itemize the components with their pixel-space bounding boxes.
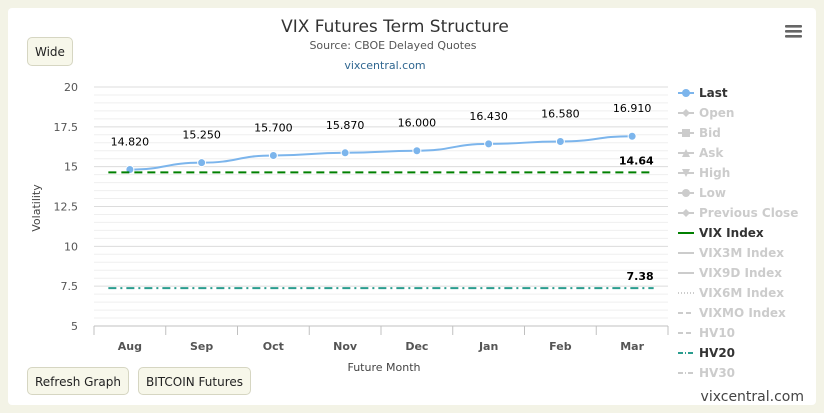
legend-item-hv20[interactable]: HV20 (678, 346, 735, 360)
legend-item-vix9d-index[interactable]: VIX9D Index (678, 266, 782, 280)
legend-label: High (699, 166, 730, 180)
legend-label: HV10 (699, 326, 735, 340)
y-tick-label: 10 (64, 240, 78, 253)
legend: Last Open Bid Ask High Low Previous Close VIX I… (678, 86, 798, 380)
y-tick-label: 17.5 (54, 121, 79, 134)
bitcoin-futures-button[interactable]: BITCOIN Futures (138, 367, 252, 395)
legend-triangle-icon (682, 149, 690, 157)
data-point-last (627, 131, 637, 141)
data-point-last (412, 146, 422, 156)
x-axis-title: Future Month (347, 361, 420, 374)
legend-label: Ask (699, 146, 724, 160)
x-tick-label: Oct (263, 340, 284, 353)
legend-label: Low (699, 186, 726, 200)
legend-label: VIX9D Index (699, 266, 782, 280)
legend-circle-icon (682, 189, 690, 197)
legend-item-vix3m-index[interactable]: VIX3M Index (678, 246, 784, 260)
legend-diamond-icon (682, 109, 690, 117)
source-link[interactable]: vixcentral.com (344, 59, 425, 72)
legend-item-previous-close[interactable]: Previous Close (678, 206, 798, 220)
y-tick-label: 7.5 (61, 280, 79, 293)
data-label-last: 14.820 (111, 136, 150, 149)
data-point-last (340, 148, 350, 158)
data-label-last: 16.580 (541, 107, 580, 120)
data-label-last: 16.000 (398, 117, 437, 130)
data-point-last (555, 136, 565, 146)
legend-item-vixmo-index[interactable]: VIXMO Index (678, 306, 786, 320)
legend-square-icon (682, 129, 690, 137)
legend-item-open[interactable]: Open (678, 106, 734, 120)
series-line-last (129, 135, 633, 171)
end-label-hv20: 7.38 (627, 270, 654, 283)
data-label-last: 16.430 (469, 110, 508, 123)
y-tick-label: 20 (64, 81, 78, 94)
x-tick-label: Feb (549, 340, 572, 353)
legend-circle-icon (682, 89, 690, 97)
chart-title: VIX Futures Term Structure (281, 17, 509, 37)
x-axis: Aug Sep Oct Nov Dec Jan Feb Mar (93, 325, 669, 353)
legend-label: Previous Close (699, 206, 798, 220)
refresh-graph-button[interactable]: Refresh Graph (27, 367, 129, 395)
legend-item-low[interactable]: Low (678, 186, 726, 200)
end-label-vix-index: 14.64 (619, 154, 654, 167)
y-tick-label: 5 (71, 320, 78, 333)
plot-series: 14.820 15.250 15.700 15.870 16.000 16.430 16.5… (108, 102, 654, 290)
legend-item-high[interactable]: High (678, 166, 730, 180)
data-label-last: 15.870 (326, 119, 365, 132)
y-axis-ticks: 5 7.5 10 12.5 15 17.5 20 (54, 81, 79, 333)
x-tick-label: Aug (118, 340, 142, 353)
legend-triangle-down-icon (682, 169, 690, 177)
legend-item-vix6m-index[interactable]: VIX6M Index (678, 286, 784, 300)
menu-icon[interactable] (785, 25, 802, 38)
chart-subtitle: Source: CBOE Delayed Quotes (309, 39, 476, 52)
data-point-last (197, 158, 207, 168)
x-tick-label: Mar (620, 340, 644, 353)
x-tick-label: Nov (333, 340, 358, 353)
legend-item-hv10[interactable]: HV10 (678, 326, 735, 340)
data-point-last (484, 139, 494, 149)
legend-label: Bid (699, 126, 721, 140)
legend-label: Last (699, 86, 728, 100)
legend-item-last[interactable]: Last (678, 86, 728, 100)
x-tick-label: Sep (190, 340, 213, 353)
legend-label: HV30 (699, 366, 735, 380)
legend-label: VIX3M Index (699, 246, 784, 260)
y-tick-label: 15 (64, 161, 78, 174)
legend-label: Open (699, 106, 734, 120)
legend-item-vix-index[interactable]: VIX Index (678, 226, 764, 240)
data-label-last: 16.910 (613, 102, 652, 115)
legend-label: VIX6M Index (699, 286, 784, 300)
data-label-last: 15.250 (182, 129, 221, 142)
legend-item-ask[interactable]: Ask (678, 146, 724, 160)
legend-item-bid[interactable]: Bid (678, 126, 721, 140)
legend-diamond-icon (682, 209, 690, 217)
y-axis-title: Volatility (30, 184, 43, 232)
legend-item-hv30[interactable]: HV30 (678, 366, 735, 380)
plot-grid (94, 86, 668, 327)
legend-label: HV20 (699, 346, 735, 360)
wide-button[interactable]: Wide (27, 37, 73, 66)
legend-label: VIX Index (699, 226, 764, 240)
legend-label: VIXMO Index (699, 306, 786, 320)
x-tick-label: Dec (405, 340, 428, 353)
y-tick-label: 12.5 (54, 201, 79, 214)
x-tick-label: Jan (478, 340, 498, 353)
site-watermark: vixcentral.com (700, 389, 804, 405)
data-point-last (268, 151, 278, 161)
data-label-last: 15.700 (254, 122, 293, 135)
